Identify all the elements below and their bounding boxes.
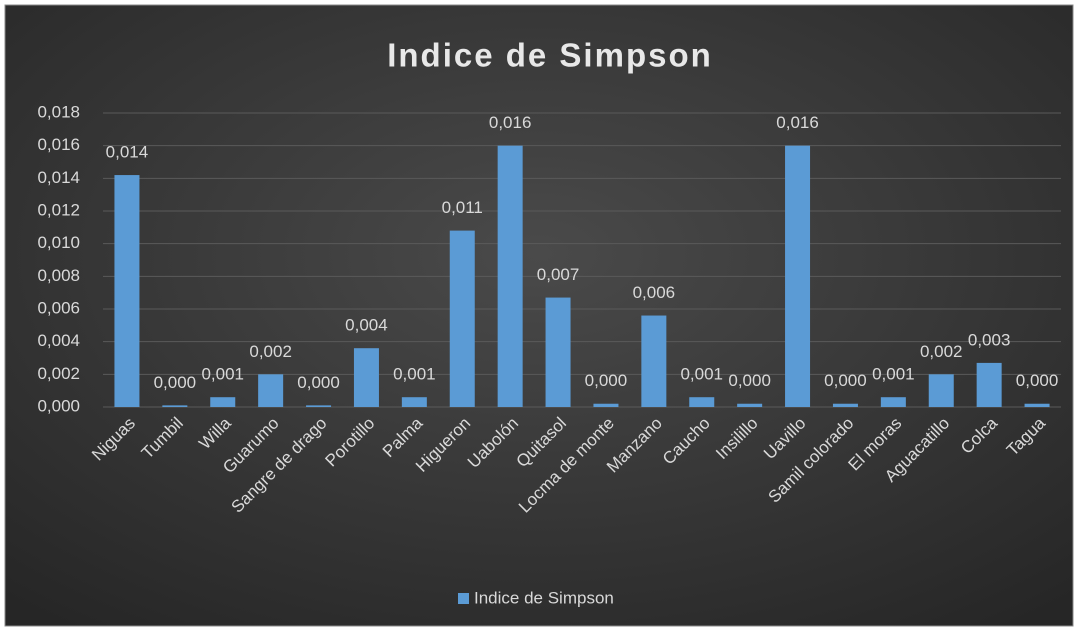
data-label: 0,002 [920, 342, 963, 361]
bar [593, 403, 619, 407]
bar [449, 230, 475, 407]
data-label: 0,011 [442, 198, 483, 217]
data-label: 0,000 [297, 373, 340, 392]
legend-label: Indice de Simpson [474, 588, 614, 607]
y-tick-label: 0,008 [37, 266, 80, 285]
chart-background [4, 4, 1074, 627]
bar [114, 175, 140, 407]
y-tick-label: 0,002 [37, 364, 80, 383]
data-label: 0,000 [154, 373, 197, 392]
bar [497, 145, 523, 407]
bar [737, 403, 763, 407]
data-label: 0,004 [345, 316, 388, 335]
data-label: 0,000 [824, 371, 867, 390]
chart-title: Indice de Simpson [387, 37, 713, 74]
bar [880, 397, 906, 407]
data-label: 0,001 [680, 365, 723, 384]
legend-swatch [458, 593, 469, 604]
bar [306, 405, 332, 407]
data-label: 0,014 [106, 143, 149, 162]
data-label: 0,016 [776, 113, 819, 132]
y-tick-label: 0,000 [37, 396, 80, 415]
y-tick-label: 0,006 [37, 298, 80, 317]
bar [258, 374, 284, 407]
data-label: 0,001 [872, 365, 915, 384]
y-tick-label: 0,004 [37, 331, 80, 350]
bar [785, 145, 811, 407]
bar [832, 403, 858, 407]
bar [689, 397, 715, 407]
y-tick-label: 0,014 [37, 168, 80, 187]
bar [353, 348, 379, 407]
y-tick-label: 0,016 [37, 135, 80, 154]
y-tick-label: 0,018 [37, 102, 80, 121]
bar [162, 405, 188, 407]
bar [545, 297, 571, 407]
data-label: 0,000 [1016, 371, 1059, 390]
data-label: 0,007 [537, 265, 580, 284]
y-tick-label: 0,012 [37, 200, 80, 219]
data-label: 0,001 [393, 365, 436, 384]
bar [928, 374, 954, 407]
data-label: 0,016 [489, 113, 532, 132]
bar [641, 315, 667, 407]
data-label: 0,000 [585, 371, 628, 390]
y-tick-label: 0,010 [37, 233, 80, 252]
bar [976, 362, 1002, 407]
bar [1024, 403, 1050, 407]
data-label: 0,003 [968, 330, 1011, 349]
bar [210, 397, 236, 407]
data-label: 0,002 [249, 342, 292, 361]
data-label: 0,001 [201, 365, 244, 384]
data-label: 0,000 [728, 371, 771, 390]
data-label: 0,006 [633, 283, 676, 302]
bar [401, 397, 427, 407]
